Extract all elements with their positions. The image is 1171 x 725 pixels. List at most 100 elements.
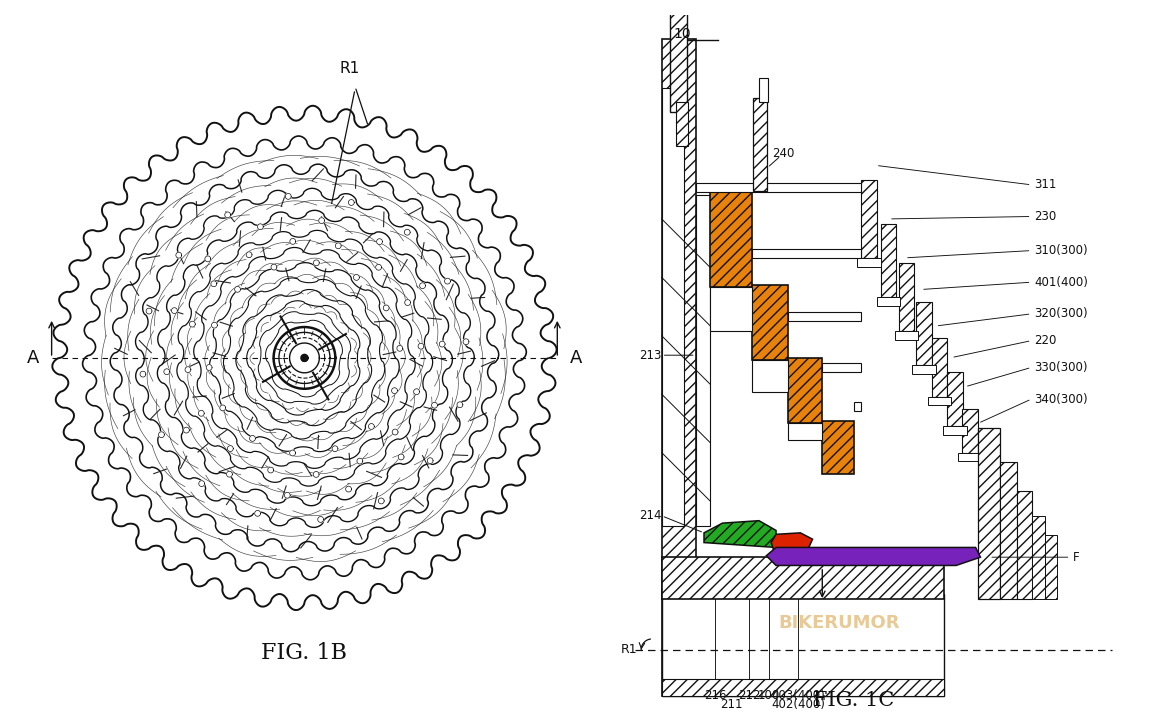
Circle shape xyxy=(198,410,204,416)
FancyBboxPatch shape xyxy=(822,421,854,474)
Circle shape xyxy=(398,454,404,460)
FancyBboxPatch shape xyxy=(916,302,932,365)
Circle shape xyxy=(211,281,217,286)
FancyBboxPatch shape xyxy=(947,372,963,426)
Text: F: F xyxy=(1073,551,1080,563)
Circle shape xyxy=(413,389,419,394)
Circle shape xyxy=(314,260,320,266)
Circle shape xyxy=(405,299,411,305)
Circle shape xyxy=(226,471,232,477)
Circle shape xyxy=(185,367,191,373)
Circle shape xyxy=(258,224,263,230)
Circle shape xyxy=(313,471,319,477)
Text: 310(300): 310(300) xyxy=(1034,244,1088,257)
Circle shape xyxy=(349,199,355,205)
Text: 402(400): 402(400) xyxy=(771,698,824,711)
Text: A: A xyxy=(570,349,582,367)
FancyBboxPatch shape xyxy=(677,102,689,146)
Text: FIG. 1C: FIG. 1C xyxy=(814,691,895,710)
FancyBboxPatch shape xyxy=(1032,515,1046,599)
Text: R1: R1 xyxy=(340,61,359,76)
Text: R1: R1 xyxy=(621,643,637,656)
Polygon shape xyxy=(772,533,813,550)
Text: 213: 213 xyxy=(639,349,662,362)
Text: 320(300): 320(300) xyxy=(1034,307,1088,320)
Circle shape xyxy=(141,371,146,377)
Circle shape xyxy=(271,264,276,270)
FancyBboxPatch shape xyxy=(1016,492,1032,599)
Text: 240: 240 xyxy=(772,146,794,160)
Text: FIG. 1B: FIG. 1B xyxy=(261,642,348,664)
Circle shape xyxy=(377,239,383,244)
Text: 340(300): 340(300) xyxy=(1034,392,1088,405)
Circle shape xyxy=(369,423,375,429)
FancyBboxPatch shape xyxy=(662,88,684,526)
FancyBboxPatch shape xyxy=(696,194,711,526)
Text: 214: 214 xyxy=(639,510,662,522)
FancyBboxPatch shape xyxy=(1046,535,1057,599)
FancyBboxPatch shape xyxy=(912,365,936,373)
Circle shape xyxy=(427,457,433,463)
FancyBboxPatch shape xyxy=(788,312,861,321)
Circle shape xyxy=(289,450,295,456)
FancyBboxPatch shape xyxy=(670,5,687,112)
Circle shape xyxy=(268,467,274,473)
FancyBboxPatch shape xyxy=(861,180,877,258)
FancyBboxPatch shape xyxy=(752,360,788,392)
Circle shape xyxy=(319,218,324,223)
Circle shape xyxy=(199,481,205,486)
Circle shape xyxy=(176,252,182,258)
FancyBboxPatch shape xyxy=(895,331,918,339)
Text: BIKERUMOR: BIKERUMOR xyxy=(779,614,900,632)
Circle shape xyxy=(190,321,196,327)
Circle shape xyxy=(354,275,359,281)
Polygon shape xyxy=(704,521,776,547)
Circle shape xyxy=(225,212,231,218)
FancyBboxPatch shape xyxy=(759,78,768,102)
FancyBboxPatch shape xyxy=(898,262,915,331)
FancyBboxPatch shape xyxy=(961,409,978,452)
FancyBboxPatch shape xyxy=(944,426,967,434)
Text: 212: 212 xyxy=(738,689,760,702)
FancyBboxPatch shape xyxy=(662,594,944,696)
Circle shape xyxy=(345,486,351,492)
Text: 311: 311 xyxy=(1034,178,1056,191)
FancyBboxPatch shape xyxy=(752,249,861,258)
FancyBboxPatch shape xyxy=(662,679,944,696)
Polygon shape xyxy=(766,547,980,566)
FancyBboxPatch shape xyxy=(877,297,900,305)
FancyBboxPatch shape xyxy=(927,397,951,405)
Circle shape xyxy=(146,308,152,314)
Circle shape xyxy=(290,239,296,244)
Circle shape xyxy=(439,341,445,347)
Circle shape xyxy=(286,194,292,199)
Circle shape xyxy=(212,322,218,328)
Circle shape xyxy=(335,243,341,249)
Text: 10: 10 xyxy=(673,27,691,41)
FancyBboxPatch shape xyxy=(978,428,1000,599)
Text: 401(400): 401(400) xyxy=(1034,276,1088,289)
Circle shape xyxy=(376,265,382,270)
Circle shape xyxy=(205,256,211,262)
Text: 330(300): 330(300) xyxy=(1034,361,1088,374)
Circle shape xyxy=(227,446,233,452)
Circle shape xyxy=(463,339,468,344)
Circle shape xyxy=(392,429,398,435)
FancyBboxPatch shape xyxy=(662,558,944,599)
Text: 216: 216 xyxy=(704,689,726,702)
Circle shape xyxy=(391,388,397,394)
FancyBboxPatch shape xyxy=(753,98,767,191)
Circle shape xyxy=(357,458,363,464)
Text: 220: 220 xyxy=(1034,334,1056,347)
FancyBboxPatch shape xyxy=(752,285,788,360)
FancyBboxPatch shape xyxy=(881,224,896,297)
Circle shape xyxy=(285,492,290,498)
Circle shape xyxy=(432,402,438,408)
Circle shape xyxy=(246,252,252,257)
Circle shape xyxy=(418,344,424,349)
Text: 230: 230 xyxy=(1034,210,1056,223)
FancyBboxPatch shape xyxy=(662,589,725,696)
FancyBboxPatch shape xyxy=(958,452,981,461)
Text: 100: 100 xyxy=(758,689,780,702)
Circle shape xyxy=(457,402,463,407)
